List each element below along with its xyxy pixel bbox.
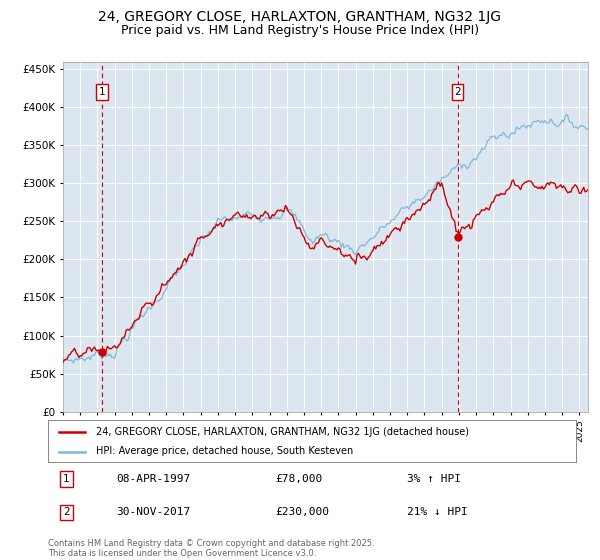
Text: £230,000: £230,000 [275, 507, 329, 517]
Text: 24, GREGORY CLOSE, HARLAXTON, GRANTHAM, NG32 1JG (detached house): 24, GREGORY CLOSE, HARLAXTON, GRANTHAM, … [95, 427, 469, 437]
Text: Contains HM Land Registry data © Crown copyright and database right 2025.
This d: Contains HM Land Registry data © Crown c… [48, 539, 374, 558]
Text: £78,000: £78,000 [275, 474, 322, 484]
Text: 30-NOV-2017: 30-NOV-2017 [116, 507, 191, 517]
Text: 24, GREGORY CLOSE, HARLAXTON, GRANTHAM, NG32 1JG: 24, GREGORY CLOSE, HARLAXTON, GRANTHAM, … [98, 10, 502, 24]
Text: HPI: Average price, detached house, South Kesteven: HPI: Average price, detached house, Sout… [95, 446, 353, 456]
Text: 08-APR-1997: 08-APR-1997 [116, 474, 191, 484]
Text: 21% ↓ HPI: 21% ↓ HPI [407, 507, 468, 517]
Text: 2: 2 [63, 507, 70, 517]
Text: 1: 1 [63, 474, 70, 484]
Text: Price paid vs. HM Land Registry's House Price Index (HPI): Price paid vs. HM Land Registry's House … [121, 24, 479, 36]
Text: 3% ↑ HPI: 3% ↑ HPI [407, 474, 461, 484]
Text: 2: 2 [454, 87, 461, 97]
Text: 1: 1 [99, 87, 106, 97]
